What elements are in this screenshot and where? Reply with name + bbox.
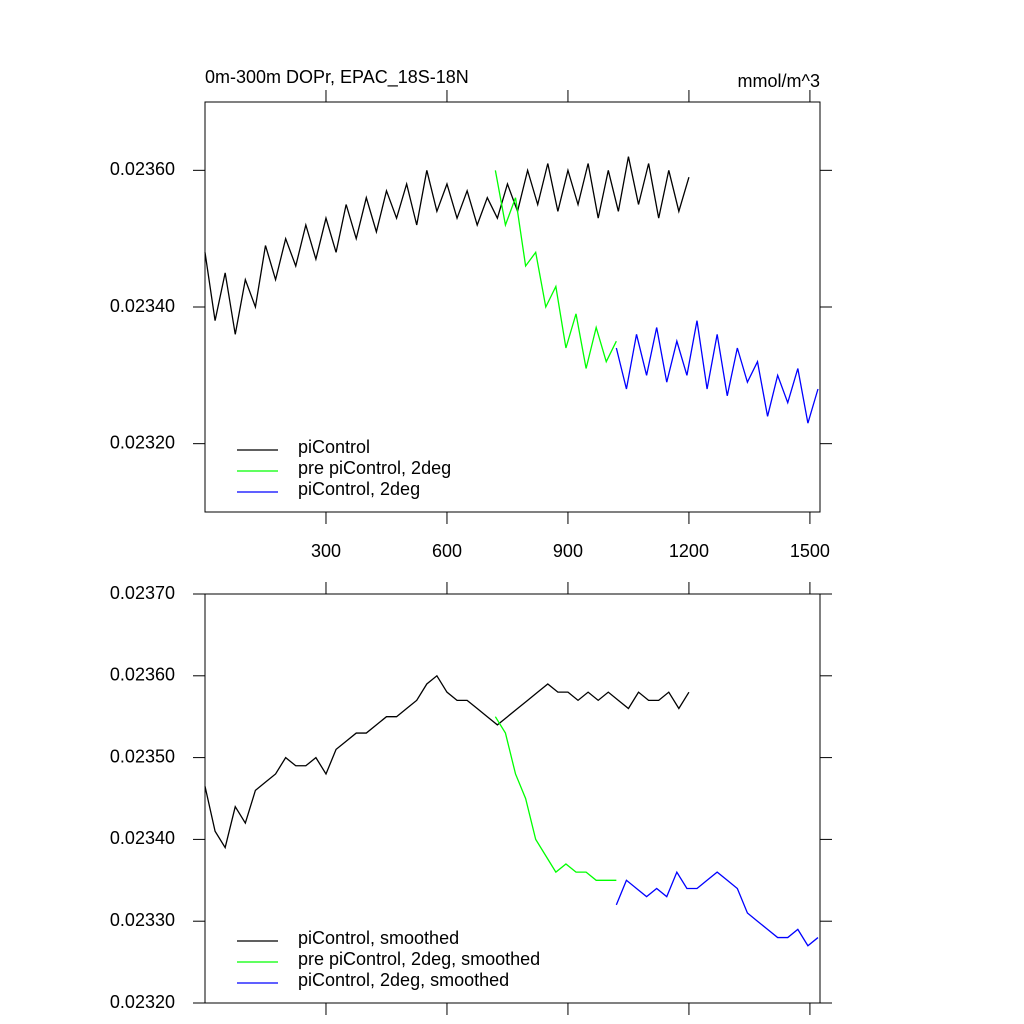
legend-label: piControl [298, 437, 370, 457]
data-line [204, 156, 690, 335]
x-tick-label: 900 [553, 541, 583, 561]
legend-label: pre piControl, 2deg [298, 458, 451, 478]
legend-label: pre piControl, 2deg, smoothed [298, 949, 540, 969]
chart-title: 0m-300m DOPr, EPAC_18S-18N [205, 67, 469, 88]
x-tick-label: 600 [432, 541, 462, 561]
units-label: mmol/m^3 [738, 71, 820, 91]
x-tick-label: 1500 [790, 541, 830, 561]
y-tick-label: 0.02320 [110, 992, 175, 1012]
data-line [615, 870, 819, 947]
y-tick-label: 0.02330 [110, 910, 175, 930]
y-tick-label: 0.02340 [110, 828, 175, 848]
data-line [494, 716, 617, 881]
legend-label: piControl, 2deg, smoothed [298, 970, 509, 990]
y-tick-label: 0.02320 [110, 432, 175, 452]
y-tick-label: 0.02360 [110, 159, 175, 179]
y-tick-label: 0.02360 [110, 665, 175, 685]
plot-frame [204, 593, 821, 1004]
data-line [494, 170, 617, 369]
legend-label: piControl, 2deg [298, 479, 420, 499]
y-tick-label: 0.02340 [110, 296, 175, 316]
data-line [615, 320, 819, 424]
y-tick-label: 0.02350 [110, 746, 175, 766]
data-line [204, 674, 690, 850]
y-tick-label: 0.02370 [110, 583, 175, 603]
x-tick-label: 300 [311, 541, 341, 561]
legend-label: piControl, smoothed [298, 928, 459, 948]
x-tick-label: 1200 [669, 541, 709, 561]
